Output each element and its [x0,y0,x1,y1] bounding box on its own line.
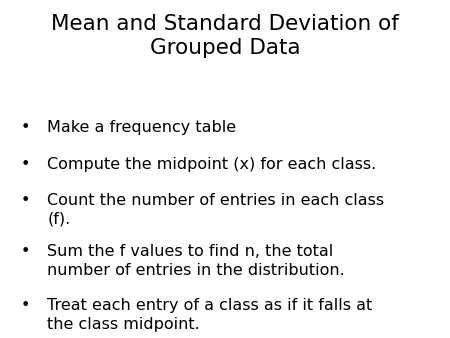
Text: •: • [20,120,30,135]
Text: Mean and Standard Deviation of
Grouped Data: Mean and Standard Deviation of Grouped D… [51,14,399,57]
Text: Count the number of entries in each class
(f).: Count the number of entries in each clas… [47,193,384,226]
Text: •: • [20,298,30,313]
Text: •: • [20,157,30,172]
Text: Sum the f values to find n, the total
number of entries in the distribution.: Sum the f values to find n, the total nu… [47,244,345,277]
Text: Make a frequency table: Make a frequency table [47,120,236,135]
Text: Compute the midpoint (x) for each class.: Compute the midpoint (x) for each class. [47,157,377,172]
Text: •: • [20,244,30,259]
Text: Treat each entry of a class as if it falls at
the class midpoint.: Treat each entry of a class as if it fal… [47,298,373,332]
Text: •: • [20,193,30,208]
